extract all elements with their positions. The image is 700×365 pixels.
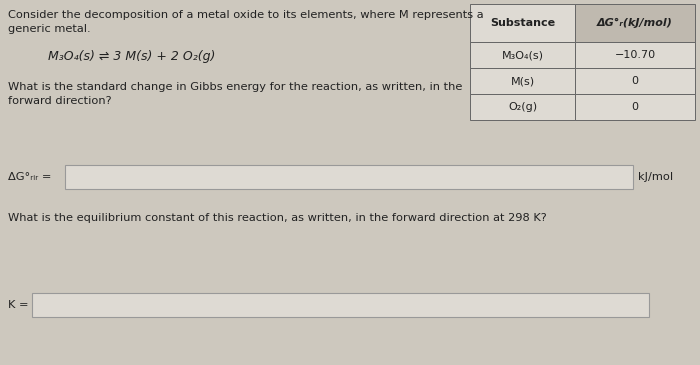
Text: forward direction?: forward direction? <box>8 96 111 106</box>
Text: What is the standard change in Gibbs energy for the reaction, as written, in the: What is the standard change in Gibbs ene… <box>8 82 463 92</box>
Text: −10.70: −10.70 <box>615 50 656 60</box>
Text: What is the equilibrium constant of this reaction, as written, in the forward di: What is the equilibrium constant of this… <box>8 213 547 223</box>
Text: M(s): M(s) <box>510 76 535 86</box>
Text: kJ/mol: kJ/mol <box>638 172 673 182</box>
FancyBboxPatch shape <box>32 293 649 317</box>
Text: K =: K = <box>8 300 29 310</box>
Text: 0: 0 <box>631 76 638 86</box>
Text: generic metal.: generic metal. <box>8 24 90 34</box>
Text: ΔG°ᵣ(kJ/mol): ΔG°ᵣ(kJ/mol) <box>597 18 673 28</box>
FancyBboxPatch shape <box>470 4 575 42</box>
Text: 0: 0 <box>631 102 638 112</box>
FancyBboxPatch shape <box>575 4 695 42</box>
FancyBboxPatch shape <box>470 42 575 68</box>
FancyBboxPatch shape <box>65 165 633 189</box>
Text: ΔG°ᵣᵢᵣ =: ΔG°ᵣᵢᵣ = <box>8 172 51 182</box>
Text: Substance: Substance <box>490 18 555 28</box>
FancyBboxPatch shape <box>470 94 575 120</box>
FancyBboxPatch shape <box>575 42 695 68</box>
Text: O₂(g): O₂(g) <box>508 102 537 112</box>
Text: M₃O₄(s): M₃O₄(s) <box>501 50 543 60</box>
FancyBboxPatch shape <box>575 68 695 94</box>
FancyBboxPatch shape <box>470 68 575 94</box>
Text: Consider the decomposition of a metal oxide to its elements, where M represents : Consider the decomposition of a metal ox… <box>8 10 484 20</box>
Text: M₃O₄(s) ⇌ 3 M(s) + 2 O₂(g): M₃O₄(s) ⇌ 3 M(s) + 2 O₂(g) <box>48 50 216 63</box>
FancyBboxPatch shape <box>575 94 695 120</box>
